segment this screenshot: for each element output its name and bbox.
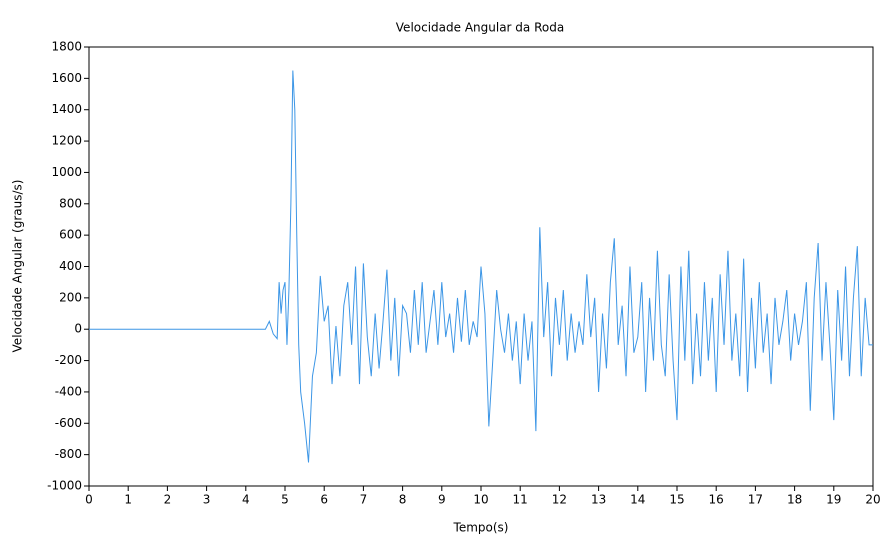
y-tick-label: -600 — [55, 416, 82, 430]
x-tick-label: 20 — [865, 493, 880, 507]
x-tick-label: 19 — [826, 493, 841, 507]
y-axis-label: Velocidade Angular (graus/s) — [11, 180, 25, 353]
x-tick-label: 4 — [242, 493, 250, 507]
x-tick-label: 14 — [630, 493, 645, 507]
y-tick-label: 1400 — [51, 102, 82, 116]
y-tick-label: -800 — [55, 447, 82, 461]
data-line — [89, 70, 873, 463]
x-tick-label: 17 — [748, 493, 763, 507]
x-tick-label: 9 — [438, 493, 446, 507]
y-tick-label: 1000 — [51, 165, 82, 179]
x-tick-label: 11 — [513, 493, 528, 507]
x-tick-label: 0 — [85, 493, 93, 507]
chart-title: Velocidade Angular da Roda — [396, 21, 564, 35]
y-tick-label: -200 — [55, 353, 82, 367]
y-tick-label: -400 — [55, 384, 82, 398]
x-tick-label: 13 — [591, 493, 606, 507]
x-tick-label: 6 — [320, 493, 328, 507]
x-tick-label: 2 — [164, 493, 172, 507]
x-tick-label: 8 — [399, 493, 407, 507]
y-tick-label: 0 — [74, 322, 82, 336]
y-tick-label: 1200 — [51, 134, 82, 148]
y-tick-label: 600 — [59, 228, 82, 242]
x-tick-label: 12 — [552, 493, 567, 507]
x-tick-label: 16 — [709, 493, 724, 507]
x-tick-label: 10 — [473, 493, 488, 507]
y-tick-label: 800 — [59, 196, 82, 210]
x-tick-label: 15 — [669, 493, 684, 507]
x-tick-label: 3 — [203, 493, 211, 507]
x-tick-label: 1 — [124, 493, 132, 507]
x-tick-label: 7 — [360, 493, 368, 507]
y-tick-label: 1800 — [51, 40, 82, 54]
y-tick-label: 200 — [59, 290, 82, 304]
x-tick-label: 18 — [787, 493, 802, 507]
y-tick-label: -1000 — [47, 479, 82, 493]
y-tick-label: 1600 — [51, 71, 82, 85]
x-tick-label: 5 — [281, 493, 289, 507]
x-axis-label: Tempo(s) — [453, 521, 509, 535]
y-tick-label: 400 — [59, 259, 82, 273]
